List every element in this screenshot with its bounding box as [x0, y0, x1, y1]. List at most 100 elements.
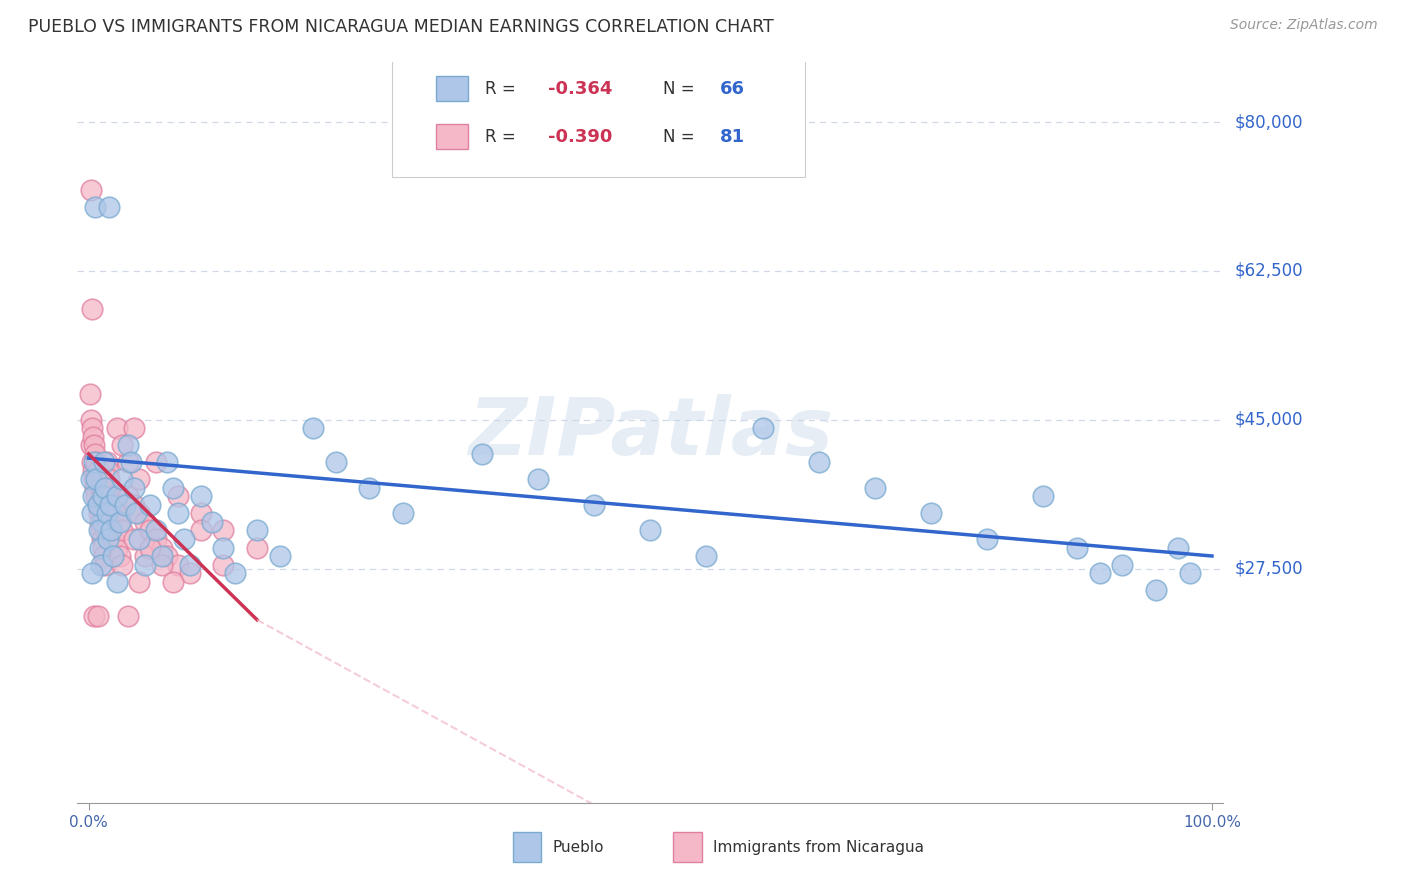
Point — [111, 438, 134, 452]
Point — [246, 524, 269, 538]
Point — [128, 574, 150, 589]
Point — [89, 515, 111, 529]
Point — [128, 472, 150, 486]
Point — [86, 455, 108, 469]
Text: Source: ZipAtlas.com: Source: ZipAtlas.com — [1230, 18, 1378, 32]
FancyBboxPatch shape — [436, 124, 468, 149]
Point — [122, 498, 145, 512]
Point — [122, 481, 145, 495]
Point — [96, 490, 118, 504]
Point — [111, 524, 134, 538]
Point — [128, 507, 150, 521]
Point — [80, 455, 103, 469]
Text: R =: R = — [485, 79, 522, 97]
Point — [97, 507, 120, 521]
Point — [97, 532, 120, 546]
Point — [122, 421, 145, 435]
Point — [80, 183, 103, 197]
Point — [89, 481, 111, 495]
Text: $45,000: $45,000 — [1234, 411, 1303, 429]
Point — [1032, 490, 1054, 504]
Text: 81: 81 — [720, 128, 745, 145]
Point — [269, 549, 291, 563]
Text: $80,000: $80,000 — [1234, 113, 1303, 131]
Text: Immigrants from Nicaragua: Immigrants from Nicaragua — [713, 839, 924, 855]
Point — [96, 507, 118, 521]
Point — [1066, 541, 1088, 555]
Point — [134, 515, 156, 529]
Point — [179, 558, 201, 572]
Point — [103, 549, 125, 563]
Point — [139, 524, 162, 538]
Point — [82, 430, 104, 444]
Point — [122, 532, 145, 546]
Point — [212, 524, 235, 538]
Point — [325, 455, 347, 469]
Point — [97, 472, 120, 486]
Point — [83, 455, 105, 469]
Point — [108, 515, 131, 529]
Point — [302, 421, 325, 435]
Point — [920, 507, 942, 521]
Point — [86, 498, 108, 512]
Point — [145, 524, 167, 538]
Text: -0.364: -0.364 — [548, 79, 613, 97]
Point — [156, 549, 179, 563]
FancyBboxPatch shape — [436, 76, 468, 101]
Point — [150, 549, 173, 563]
Point — [167, 507, 190, 521]
Text: N =: N = — [662, 79, 700, 97]
Point — [91, 490, 114, 504]
Point — [111, 558, 134, 572]
Point — [100, 490, 122, 504]
Point — [105, 574, 128, 589]
Point — [1088, 566, 1111, 580]
Point — [83, 608, 105, 623]
Point — [80, 472, 103, 486]
Point — [80, 566, 103, 580]
Point — [87, 507, 110, 521]
Point — [96, 455, 118, 469]
Point — [976, 532, 998, 546]
Point — [98, 498, 121, 512]
Point — [98, 481, 121, 495]
Point — [98, 515, 121, 529]
Point — [86, 464, 108, 478]
Point — [90, 524, 112, 538]
Point — [87, 524, 110, 538]
Point — [125, 507, 148, 521]
Point — [103, 532, 125, 546]
Point — [108, 515, 131, 529]
Point — [471, 447, 494, 461]
Point — [86, 498, 108, 512]
Point — [84, 200, 107, 214]
Point — [190, 507, 212, 521]
Point — [212, 558, 235, 572]
Point — [117, 490, 139, 504]
Text: R =: R = — [485, 128, 522, 145]
Point — [90, 490, 112, 504]
Text: -0.390: -0.390 — [548, 128, 613, 145]
Point — [1144, 582, 1167, 597]
Point — [751, 421, 773, 435]
FancyBboxPatch shape — [673, 832, 702, 862]
Point — [86, 608, 108, 623]
Point — [93, 549, 115, 563]
Point — [114, 498, 136, 512]
Point — [128, 532, 150, 546]
Point — [134, 558, 156, 572]
Point — [94, 481, 117, 495]
Point — [145, 532, 167, 546]
Point — [84, 481, 107, 495]
Point — [173, 532, 195, 546]
Point — [91, 515, 114, 529]
Point — [527, 472, 550, 486]
Point — [105, 421, 128, 435]
Point — [86, 490, 108, 504]
Point — [91, 532, 114, 546]
Point — [93, 455, 115, 469]
Point — [1178, 566, 1201, 580]
Point — [190, 524, 212, 538]
Point — [117, 438, 139, 452]
Point — [83, 472, 105, 486]
